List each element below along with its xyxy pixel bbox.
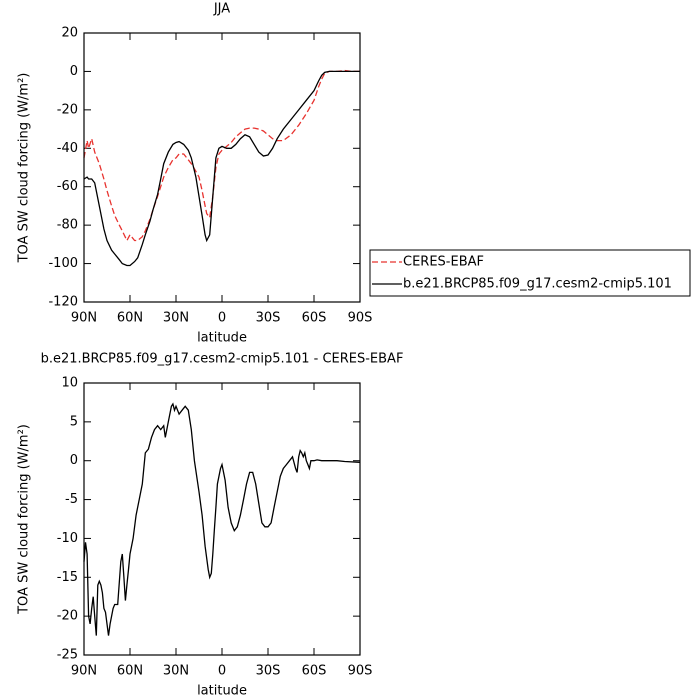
x-axis-label: latitude [197,684,247,699]
plot-frame [83,382,361,656]
y-tick-label: 20 [61,26,78,41]
y-tick-label: 5 [70,414,78,429]
x-tick-label: 60S [302,311,327,326]
y-tick-label: -20 [57,102,78,117]
x-tick-label: 90N [71,311,97,326]
x-tick-label: 90N [71,664,97,679]
legend-box [369,249,691,297]
x-tick-label: 90S [348,311,373,326]
x-tick-label: 60N [117,311,143,326]
x-tick-label: 90S [348,664,373,679]
x-tick-label: 30N [163,311,189,326]
y-tick-label: 0 [70,453,78,468]
x-tick-label: 0 [218,664,226,679]
y-tick-label: -40 [57,141,78,156]
legend-label: CERES-EBAF [403,255,484,270]
y-tick-label: 10 [61,376,78,391]
y-tick-label: -120 [48,295,78,310]
y-tick-label: -5 [65,492,78,507]
x-axis-label: latitude [197,331,247,346]
legend-label: b.e21.BRCP85.f09_g17.cesm2-cmip5.101 [403,277,672,292]
y-axis-label: TOA SW cloud forcing (W/m²) [17,424,32,615]
data-line [83,402,361,636]
y-tick-label: -20 [57,609,78,624]
x-tick-label: 30S [256,311,281,326]
y-axis-label: TOA SW cloud forcing (W/m²) [17,73,32,264]
y-tick-label: -60 [57,179,78,194]
y-tick-label: 0 [70,64,78,79]
y-tick-label: -25 [57,648,78,663]
data-line [83,69,360,242]
x-tick-label: 60N [117,664,143,679]
chart-title: JJA [213,2,230,17]
plot-frame [83,32,361,303]
y-tick-label: -100 [48,256,78,271]
chart-title: b.e21.BRCP85.f09_g17.cesm2-cmip5.101 - C… [41,352,404,367]
x-tick-label: 60S [302,664,327,679]
data-line [83,70,360,267]
x-tick-label: 0 [218,311,226,326]
y-tick-label: -80 [57,218,78,233]
y-tick-label: -15 [57,570,78,585]
x-tick-label: 30S [256,664,281,679]
x-tick-label: 30N [163,664,189,679]
y-tick-label: -10 [57,531,78,546]
